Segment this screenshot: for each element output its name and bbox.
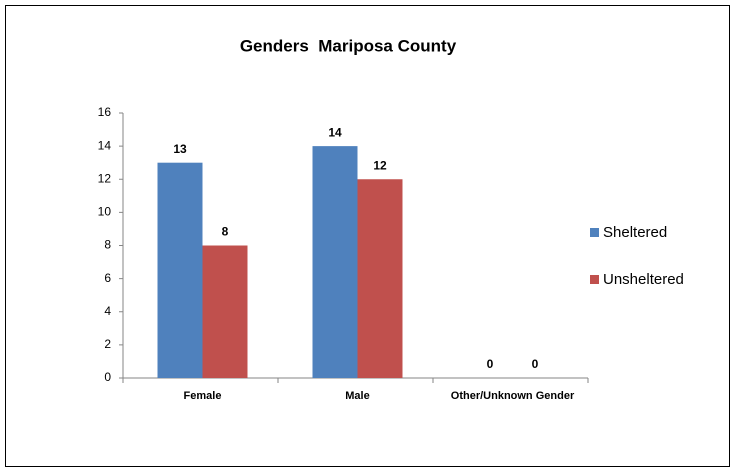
bar — [357, 179, 403, 378]
data-label: 14 — [328, 125, 342, 139]
bar — [312, 146, 358, 378]
legend-swatch — [590, 228, 599, 237]
chart-title: Genders Mariposa County — [240, 36, 457, 55]
y-tick-label: 0 — [104, 370, 111, 384]
y-tick-label: 4 — [104, 304, 111, 318]
legend-swatch — [590, 275, 599, 284]
y-tick-label: 16 — [98, 105, 112, 119]
x-tick-label: Other/Unknown Gender — [451, 390, 575, 402]
x-tick-label: Male — [345, 390, 369, 402]
data-label: 0 — [532, 357, 539, 371]
y-tick-label: 6 — [104, 271, 111, 285]
y-tick-label: 8 — [104, 238, 111, 252]
y-tick-label: 2 — [104, 337, 111, 351]
data-label: 0 — [487, 357, 494, 371]
x-tick-label: Female — [184, 390, 222, 402]
legend-label: Sheltered — [603, 224, 667, 241]
y-tick-label: 10 — [98, 205, 112, 219]
legend-label: Unsheltered — [603, 271, 684, 288]
y-tick-label: 14 — [98, 138, 112, 152]
data-label: 8 — [222, 225, 229, 239]
y-tick-label: 12 — [98, 171, 112, 185]
data-label: 12 — [373, 158, 387, 172]
bar — [157, 162, 203, 378]
bar — [202, 245, 248, 378]
data-label: 13 — [173, 142, 187, 156]
